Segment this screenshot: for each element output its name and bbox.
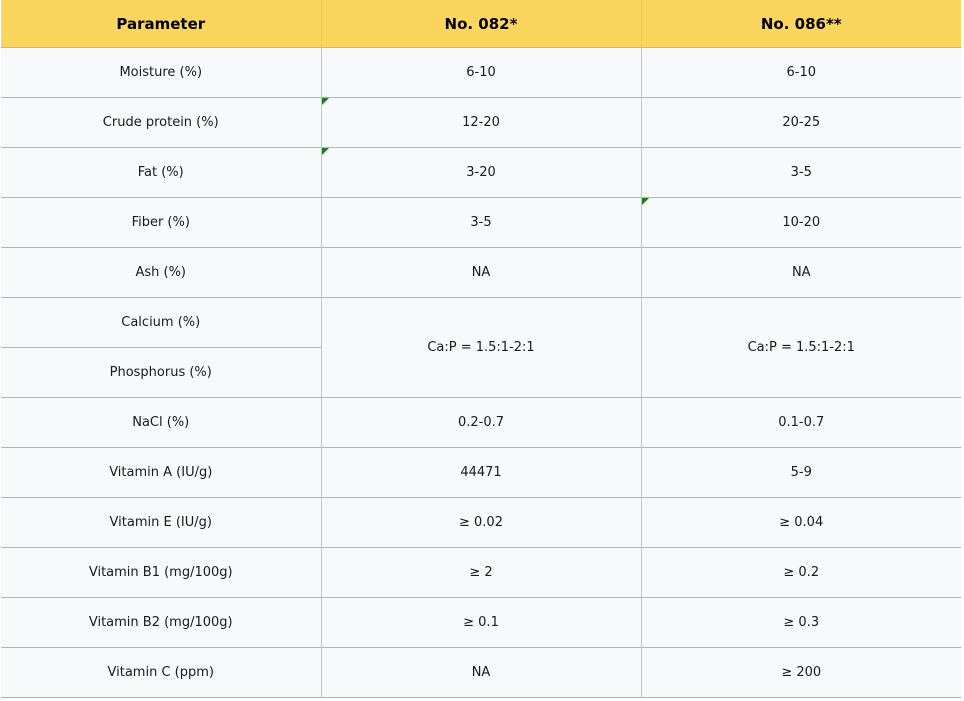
value-cell: ≥ 0.3 <box>640 597 961 648</box>
value-cell: ≥ 0.2 <box>640 547 961 598</box>
value-cell: 3-5 <box>640 147 961 198</box>
value-text: 12-20 <box>462 115 500 130</box>
table-row-vitamin-a: Vitamin A (IU/g) 44471 5-9 <box>1 447 961 498</box>
column-header-parameter: Parameter <box>1 0 321 48</box>
table-row-vitamin-c: Vitamin C (ppm) NA ≥ 200 <box>1 647 961 698</box>
table-row-vitamin-e: Vitamin E (IU/g) ≥ 0.02 ≥ 0.04 <box>1 497 961 548</box>
row-label: Phosphorus (%) <box>1 347 321 398</box>
merged-value-cell: Ca:P = 1.5:1-2:1 <box>640 297 961 398</box>
row-label: NaCl (%) <box>1 397 321 448</box>
table-header-row: Parameter No. 082* No. 086** <box>1 0 961 48</box>
value-cell: 44471 <box>320 447 641 498</box>
row-label: Vitamin B1 (mg/100g) <box>1 547 321 598</box>
value-cell: ≥ 0.1 <box>320 597 641 648</box>
table-row-moisture: Moisture (%) 6-10 6-10 <box>1 47 961 98</box>
row-label: Ash (%) <box>1 247 321 298</box>
value-cell: 0.2-0.7 <box>320 397 641 448</box>
value-cell: 20-25 <box>640 97 961 148</box>
value-cell: NA <box>320 647 641 698</box>
table-row-vitamin-b1: Vitamin B1 (mg/100g) ≥ 2 ≥ 0.2 <box>1 547 961 598</box>
column-header-no082: No. 082* <box>320 0 641 48</box>
row-label: Crude protein (%) <box>1 97 321 148</box>
value-cell: NA <box>640 247 961 298</box>
value-cell: 6-10 <box>640 47 961 98</box>
value-cell: ≥ 200 <box>640 647 961 698</box>
value-cell: 0.1-0.7 <box>640 397 961 448</box>
value-cell: ≥ 0.04 <box>640 497 961 548</box>
table-row-vitamin-b2: Vitamin B2 (mg/100g) ≥ 0.1 ≥ 0.3 <box>1 597 961 648</box>
table-row-ash: Ash (%) NA NA <box>1 247 961 298</box>
table-row-calcium: Calcium (%) Ca:P = 1.5:1-2:1 Ca:P = 1.5:… <box>1 297 961 398</box>
value-cell: 3-5 <box>320 197 641 248</box>
value-text: 3-20 <box>466 165 496 180</box>
row-label: Fat (%) <box>1 147 321 198</box>
row-label: Moisture (%) <box>1 47 321 98</box>
row-label: Fiber (%) <box>1 197 321 248</box>
row-label: Vitamin C (ppm) <box>1 647 321 698</box>
cell-error-flag-icon <box>641 198 649 205</box>
column-header-no086: No. 086** <box>640 0 961 48</box>
row-label: Vitamin B2 (mg/100g) <box>1 597 321 648</box>
row-label: Calcium (%) <box>1 297 321 348</box>
table-row-phosphorus: Phosphorus (%) <box>1 347 961 398</box>
value-cell-flagged: 3-20 <box>320 147 641 198</box>
merged-value-cell: Ca:P = 1.5:1-2:1 <box>320 297 641 398</box>
row-label: Vitamin A (IU/g) <box>1 447 321 498</box>
table-row-fat: Fat (%) 3-20 3-5 <box>1 147 961 198</box>
table-row-crude-protein: Crude protein (%) 12-20 20-25 <box>1 97 961 148</box>
value-cell: 6-10 <box>320 47 641 98</box>
table-row-nacl: NaCl (%) 0.2-0.7 0.1-0.7 <box>1 397 961 448</box>
value-text: 10-20 <box>782 215 821 230</box>
value-cell: 5-9 <box>640 447 961 498</box>
value-cell-flagged: 12-20 <box>320 97 641 148</box>
value-cell: NA <box>320 247 641 298</box>
value-cell: ≥ 2 <box>320 547 641 598</box>
value-cell-flagged: 10-20 <box>640 197 961 248</box>
table-row-fiber: Fiber (%) 3-5 10-20 <box>1 197 961 248</box>
value-cell: ≥ 0.02 <box>320 497 641 548</box>
cell-error-flag-icon <box>321 98 329 105</box>
cell-error-flag-icon <box>321 148 329 155</box>
row-label: Vitamin E (IU/g) <box>1 497 321 548</box>
